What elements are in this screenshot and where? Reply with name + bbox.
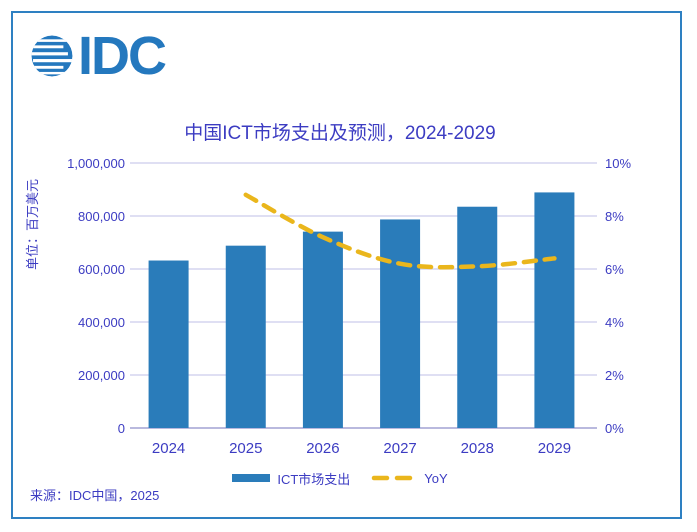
chart-title: 中国ICT市场支出及预测，2024-2029 <box>184 123 496 144</box>
line-series-swatch <box>372 475 418 481</box>
bar-series-swatch <box>232 474 271 482</box>
x-axis-label: 2024 <box>151 440 186 457</box>
idc-globe-icon <box>31 35 73 77</box>
right-axis-tick: 10% <box>605 156 632 171</box>
right-axis-tick: 8% <box>605 209 624 224</box>
x-axis-label: 2026 <box>306 440 340 457</box>
idc-logo: IDC <box>30 26 167 86</box>
bar-series-label: ICT市场支出 <box>277 471 351 487</box>
bar-2028 <box>457 206 498 428</box>
left-axis-tick: 1,000,000 <box>67 156 125 171</box>
x-axis-label: 2027 <box>383 440 417 457</box>
bar-2027 <box>380 219 421 428</box>
line-series-label: YoY <box>424 470 448 486</box>
left-axis-tick: 600,000 <box>78 262 125 277</box>
x-axis-label: 2029 <box>537 440 572 457</box>
x-axis-label: 2025 <box>229 440 263 457</box>
idc-logo-text: IDC <box>78 26 167 86</box>
right-axis-tick: 0% <box>605 421 624 436</box>
right-axis-tick: 2% <box>605 368 624 383</box>
chart-legend: ICT市场支出 YoY <box>30 468 650 488</box>
left-axis-tick: 0 <box>117 421 125 436</box>
bar-2029 <box>534 192 575 428</box>
bar-2024 <box>148 260 189 428</box>
left-axis-tick: 800,000 <box>78 209 125 224</box>
bar-2026 <box>302 231 343 428</box>
right-axis-tick: 4% <box>605 315 624 330</box>
left-axis-tick: 400,000 <box>78 315 125 330</box>
left-axis-tick: 200,000 <box>78 368 125 383</box>
right-axis-tick: 6% <box>605 262 624 277</box>
x-axis-label: 2028 <box>460 440 494 457</box>
bar-2025 <box>225 245 266 428</box>
yoy-line <box>243 192 557 270</box>
source-note: 来源：IDC中国，2025 <box>30 488 160 503</box>
